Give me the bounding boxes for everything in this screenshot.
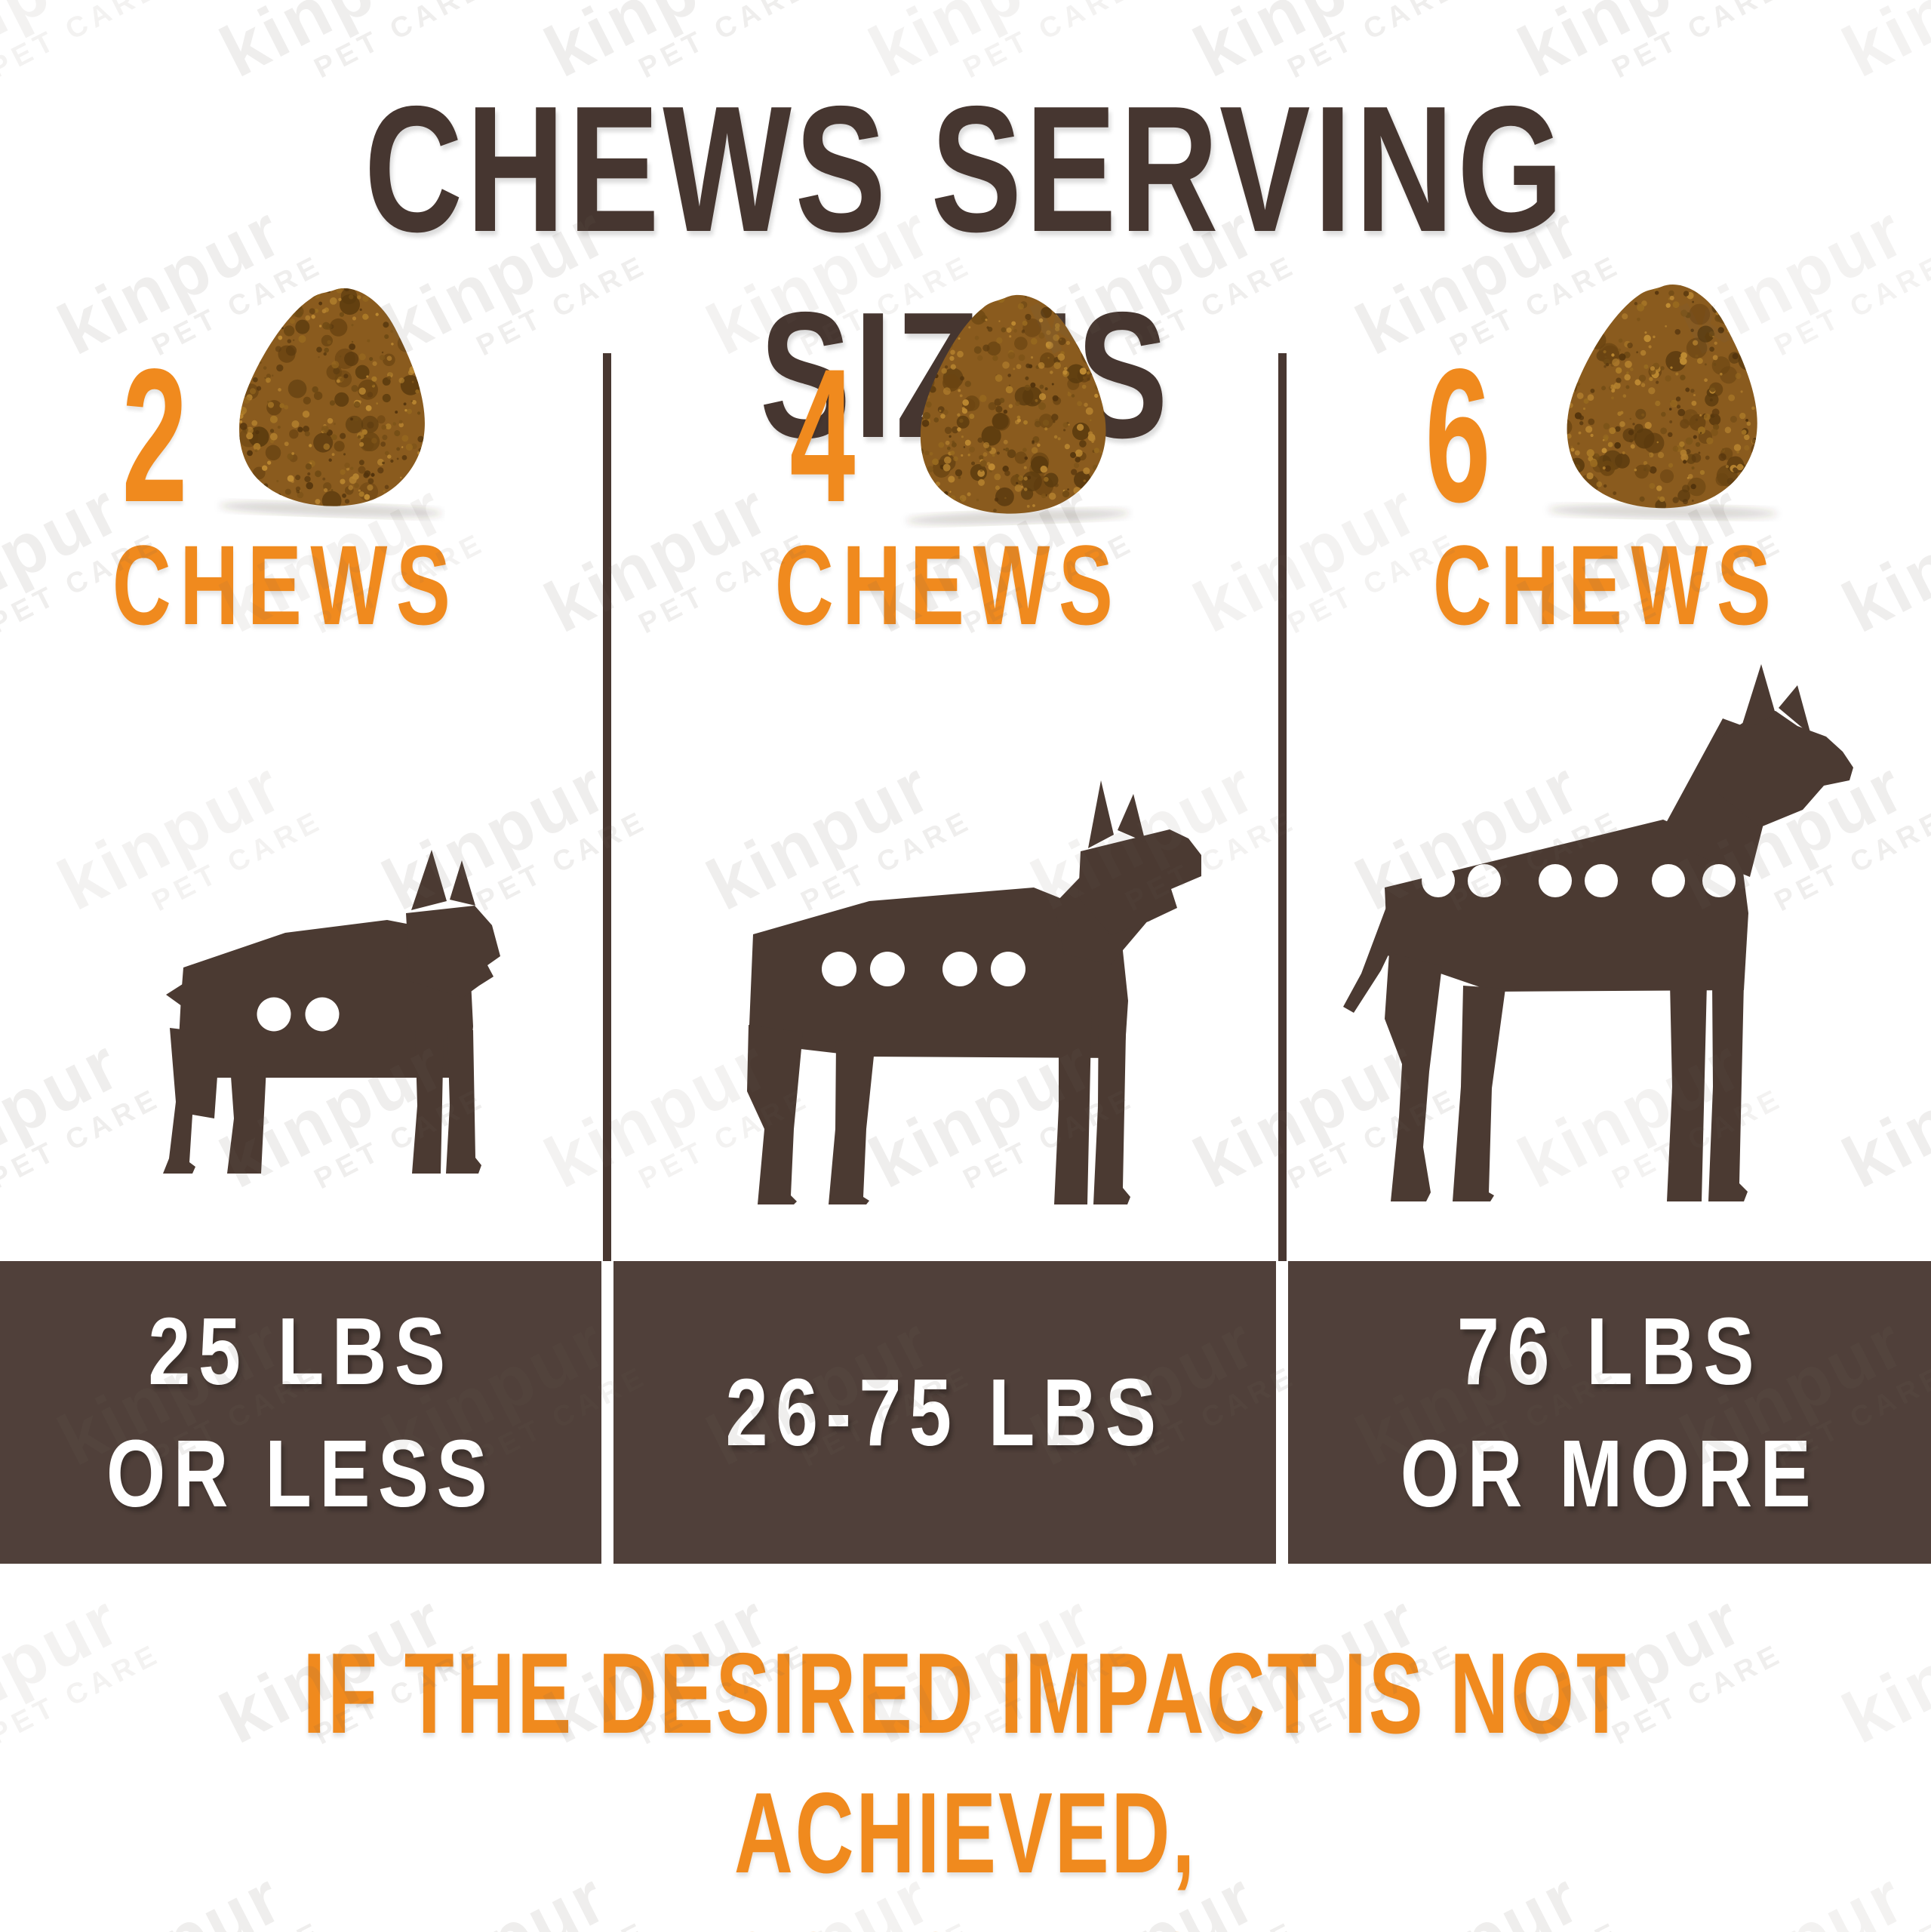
chew-count-large-dog: 6 [1425, 330, 1491, 542]
french-bulldog-silhouette [163, 850, 500, 1174]
column-divider-1 [603, 353, 611, 1261]
chew-treat-icon [906, 292, 1130, 525]
dose-dot [1652, 864, 1685, 897]
dose-dot [1468, 864, 1501, 897]
weight-line: 26-75 LBS [725, 1358, 1164, 1466]
dose-dot [305, 997, 340, 1032]
dosage-note: IF THE DESIRED IMPACT IS NOT ACHIEVED, T… [0, 1624, 1931, 1932]
weight-line: OR LESS [106, 1420, 496, 1527]
dose-dot [822, 952, 856, 986]
band-divider-2 [1276, 1261, 1288, 1564]
weight-range-large: 76 LBS OR MORE [1288, 1261, 1931, 1564]
great-dane-silhouette [1343, 664, 1853, 1201]
weight-range-medium: 26-75 LBS [613, 1261, 1276, 1564]
chews-unit-label: CHEWS [774, 521, 1122, 648]
dose-dot [1702, 864, 1736, 897]
weight-line: 25 LBS [148, 1297, 454, 1404]
weight-band [0, 1261, 1931, 1564]
chews-unit-label: CHEWS [112, 521, 460, 648]
chew-count-small-dog: 2 [121, 330, 188, 542]
chew-count-medium-dog: 4 [789, 330, 856, 542]
chew-treat-icon [1548, 282, 1778, 519]
weight-line: 76 LBS [1456, 1297, 1763, 1404]
dosage-note-line2: THE DOSAGE MIGHT BE TRIPLED [280, 1903, 1651, 1932]
column-divider-2 [1278, 353, 1287, 1261]
chew-treat-icon [219, 285, 443, 518]
weight-line: OR MORE [1400, 1420, 1819, 1527]
weight-range-small: 25 LBS OR LESS [0, 1261, 601, 1564]
dose-dot [1585, 864, 1618, 897]
band-divider-1 [601, 1261, 613, 1564]
dose-dot [870, 952, 905, 986]
dosage-note-line1: IF THE DESIRED IMPACT IS NOT ACHIEVED, [303, 1629, 1628, 1897]
dose-dot [991, 952, 1025, 986]
dose-dot [257, 997, 291, 1032]
dose-dot [1539, 864, 1572, 897]
chews-unit-label: CHEWS [1432, 521, 1780, 648]
medium-dog-silhouette [747, 780, 1201, 1204]
dose-dot [1422, 864, 1455, 897]
dose-dot [942, 952, 977, 986]
